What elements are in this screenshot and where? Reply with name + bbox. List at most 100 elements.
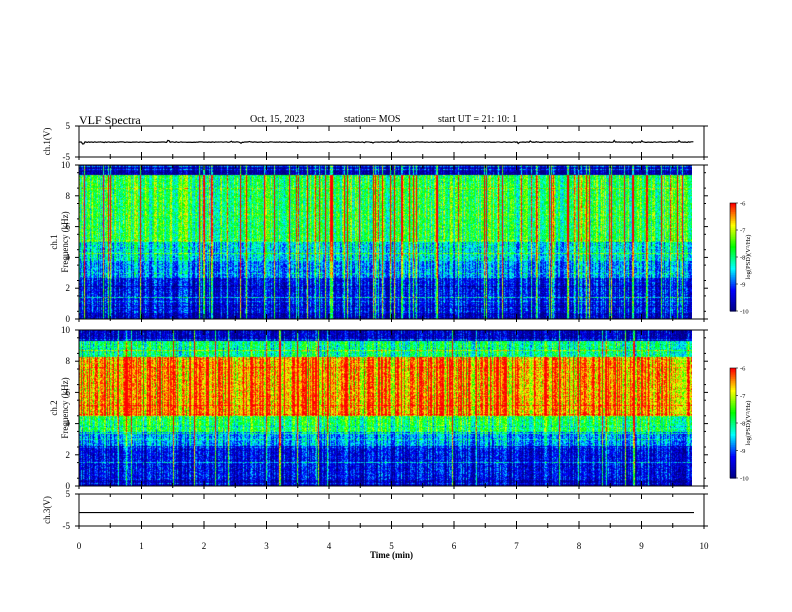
colorbar-swatch — [730, 226, 736, 229]
colorbar-swatch — [730, 307, 736, 310]
colorbar-swatch — [730, 296, 736, 299]
colorbar-swatch — [730, 369, 736, 373]
colorbar-swatch — [730, 303, 736, 307]
colorbar-swatch — [730, 428, 736, 431]
y-tick-label: 8 — [66, 356, 71, 366]
colorbar-swatch — [730, 287, 736, 290]
colorbar-swatch — [730, 217, 736, 220]
colorbar-swatch — [730, 224, 736, 227]
colorbar-swatch — [730, 212, 736, 215]
spectrogram-image — [79, 165, 692, 319]
y-axis-label: Frequency (kHz) — [60, 211, 70, 272]
colorbar-tick-label: -7 — [740, 393, 746, 400]
colorbar-swatch — [730, 213, 736, 217]
y-axis-label-channel: ch.1 — [49, 234, 59, 249]
colorbar-swatch — [730, 457, 736, 461]
colorbar-swatch — [730, 253, 736, 256]
colorbar-swatch — [730, 377, 736, 380]
colorbar-swatch — [730, 446, 736, 450]
colorbar-tick-label: -10 — [740, 476, 749, 483]
colorbar-swatch — [730, 210, 736, 213]
colorbar-swatch — [730, 228, 736, 231]
colorbar-swatch — [730, 426, 736, 430]
colorbar-swatch — [730, 430, 736, 433]
y-tick-label: 0 — [66, 314, 71, 324]
colorbar-swatch — [730, 454, 736, 457]
colorbar-label: log(PSD)(V²/Hz) — [745, 235, 752, 280]
colorbar-swatch — [730, 375, 736, 378]
spectrogram-image — [79, 330, 692, 486]
colorbar-swatch — [730, 470, 736, 474]
y-tick-label: 10 — [61, 160, 71, 170]
colorbar-swatch — [730, 246, 736, 249]
x-tick-label: 0 — [77, 541, 82, 551]
colorbar-swatch — [730, 291, 736, 294]
colorbar-swatch — [730, 397, 736, 400]
colorbar-swatch — [730, 448, 736, 452]
colorbar-swatch — [730, 300, 736, 303]
colorbar-swatch — [730, 380, 736, 384]
y-tick-label: 2 — [66, 450, 71, 460]
x-tick-label: 3 — [264, 541, 269, 551]
y-tick-label: 4 — [66, 419, 71, 429]
colorbar: -6 -7 -8 -9 -10 log(PSD)(V²/Hz) — [729, 201, 752, 316]
colorbar-swatch — [730, 219, 736, 222]
colorbar-swatch — [730, 417, 736, 420]
y-tick-label: -5 — [63, 152, 71, 162]
colorbar-swatch — [730, 262, 736, 265]
colorbar-swatch — [730, 373, 736, 376]
y-tick-label: -5 — [63, 521, 71, 531]
colorbar-swatch — [730, 284, 736, 287]
colorbar-swatch — [730, 298, 736, 301]
colorbar-tick-label: -10 — [740, 309, 749, 316]
colorbar-tick-label: -7 — [740, 228, 746, 235]
y-tick-label: 10 — [61, 325, 71, 335]
colorbar-swatch — [730, 285, 736, 289]
colorbar-swatch — [730, 266, 736, 269]
colorbar-swatch — [730, 278, 736, 281]
x-tick-label: 1 — [139, 541, 144, 551]
y-tick-label: 0 — [66, 481, 71, 491]
date-label: Oct. 15, 2023 — [250, 114, 305, 125]
colorbar-swatch — [730, 437, 736, 441]
colorbar-swatch — [730, 276, 736, 280]
colorbar-swatch — [730, 206, 736, 209]
colorbar-swatch — [730, 257, 736, 260]
colorbar-swatch — [730, 472, 736, 475]
colorbar-swatch — [730, 258, 736, 262]
colorbar-swatch — [730, 412, 736, 415]
y-axis-label: ch.1(V) — [42, 128, 52, 156]
colorbar-swatch — [730, 379, 736, 382]
colorbar-tick-label: -9 — [740, 282, 745, 289]
colorbar-swatch — [730, 280, 736, 283]
x-tick-label: 6 — [452, 541, 457, 551]
colorbar-tick-label: -6 — [740, 201, 746, 208]
colorbar-swatch — [730, 435, 736, 439]
colorbar-swatch — [730, 391, 736, 395]
colorbar-swatch — [730, 413, 736, 417]
colorbar-tick-label: -9 — [740, 448, 745, 455]
colorbar-swatch — [730, 289, 736, 292]
y-axis-label: ch.3(V) — [42, 496, 52, 524]
colorbar-swatch — [730, 388, 736, 391]
colorbar-swatch — [730, 402, 736, 406]
colorbar-swatch — [730, 233, 736, 236]
colorbar-swatch — [730, 401, 736, 404]
colorbar-swatch — [730, 456, 736, 459]
x-tick-label: 10 — [700, 541, 710, 551]
y-tick-label: 5 — [66, 121, 71, 131]
waveform-line — [78, 139, 694, 145]
colorbar-swatch — [730, 215, 736, 218]
colorbar-swatch — [730, 399, 736, 402]
colorbar-swatch — [730, 384, 736, 387]
colorbar-swatch — [730, 445, 736, 448]
colorbar-swatch — [730, 476, 736, 479]
colorbar-swatch — [730, 203, 736, 206]
colorbar-swatch — [730, 404, 736, 408]
x-tick-label: 4 — [327, 541, 332, 551]
colorbar-swatch — [730, 439, 736, 442]
colorbar-swatch — [730, 244, 736, 247]
colorbar-swatch — [730, 410, 736, 413]
ch2-spectrogram: 0 2 4 6 8 10 ch.2 Frequency (kHz) -6 -7 -8 -9 -10 log… — [49, 325, 752, 491]
